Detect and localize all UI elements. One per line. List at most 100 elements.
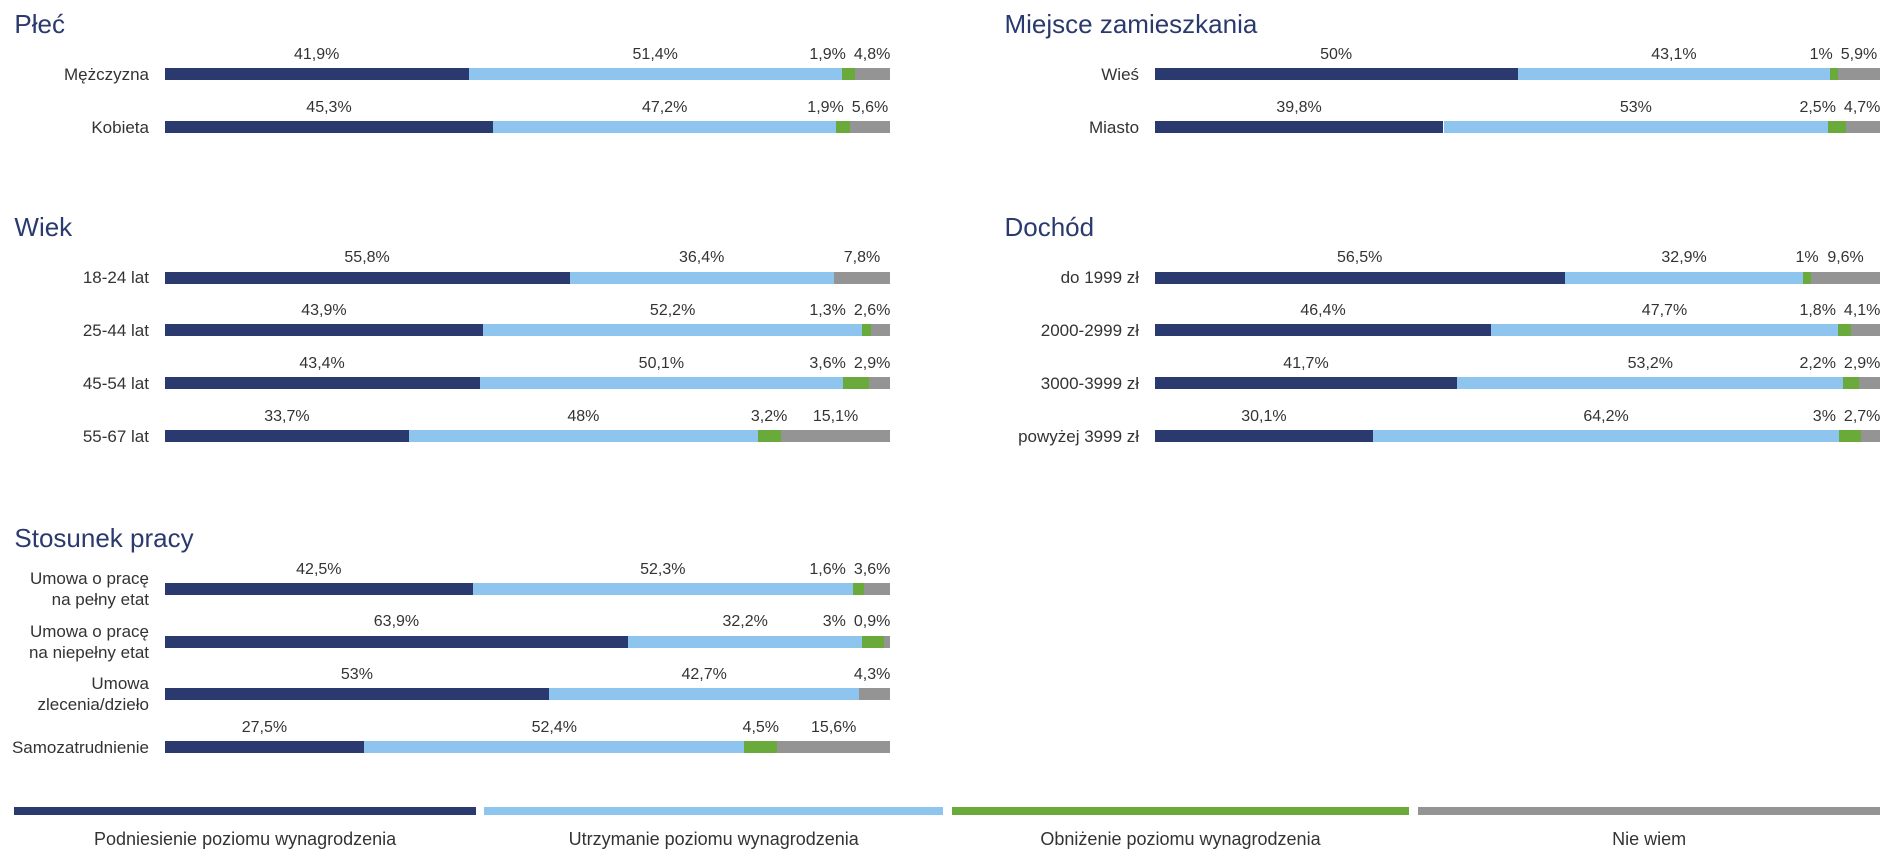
bar-segment (1154, 324, 1492, 337)
legend-swatch (951, 807, 1410, 816)
bar-segment (1154, 430, 1374, 443)
value-label: 53% (1619, 99, 1652, 117)
value-label: 55,8% (344, 249, 390, 267)
bar-segment (843, 377, 870, 390)
bar-segment (1859, 377, 1881, 390)
bar-segment (164, 271, 570, 284)
category-label: Mężczyzna (63, 64, 149, 84)
value-label: 3,2% (750, 407, 788, 425)
bar-segment (859, 688, 891, 701)
value-label: 52,3% (640, 560, 686, 578)
bar-segment (1830, 68, 1838, 81)
value-label: 63,9% (373, 613, 420, 631)
value-label: 3,6% (853, 560, 891, 578)
bar-segment (549, 688, 860, 701)
bar-segment (1491, 324, 1838, 337)
bar-segment (1154, 377, 1458, 390)
bar-segment (1457, 377, 1844, 390)
value-label: 50,1% (638, 355, 685, 373)
value-label: 53% (340, 666, 373, 684)
bar-segment (164, 688, 550, 701)
value-label: 41,7% (1283, 355, 1329, 373)
value-label: 56,5% (1337, 249, 1383, 267)
bar-segment (164, 377, 480, 390)
value-label: 7,8% (843, 249, 881, 267)
value-label: 33,7% (264, 407, 310, 425)
value-label: 32,2% (722, 613, 768, 631)
value-label: 2,5% (1799, 99, 1836, 117)
bar-segment (1564, 271, 1804, 284)
bar-segment (164, 741, 365, 754)
bar-segment (852, 582, 865, 595)
value-label: 1% (1795, 249, 1819, 267)
bar-segment (628, 635, 863, 648)
bar-segment (849, 121, 891, 134)
value-label: 3,6% (809, 355, 846, 373)
bar-segment (1837, 68, 1881, 81)
bar-segment (855, 68, 891, 81)
value-label: 1,9% (807, 99, 844, 117)
bar-segment (835, 121, 850, 134)
value-label: 51,4% (632, 46, 678, 64)
category-label: 2000-2999 zł (1040, 320, 1140, 340)
bar-segment (862, 635, 884, 648)
value-label: 4,5% (742, 719, 780, 737)
value-label: 64,2% (1583, 407, 1629, 425)
category-label: 18-24 lat (82, 268, 149, 288)
bar-segment (479, 377, 844, 390)
category-label: Umowa o pracę na pełny etat (29, 568, 149, 609)
value-label: 48% (567, 407, 600, 425)
value-label: 15,1% (812, 407, 859, 425)
value-label: 42,7% (681, 666, 727, 684)
value-label: 3% (1812, 407, 1836, 425)
value-label: 53,2% (1627, 355, 1674, 373)
bar-segment (1839, 430, 1861, 443)
chart-title: Miejsce zamieszkania (1004, 9, 1258, 40)
value-label: 4,7% (1843, 99, 1881, 117)
value-label: 2,7% (1843, 407, 1881, 425)
legend-swatch (14, 807, 476, 816)
bar-segment (1837, 324, 1851, 337)
value-label: 1,8% (1799, 302, 1836, 320)
legend-label: Utrzymanie poziomu wynagrodzenia (568, 828, 859, 849)
bar-segment (883, 635, 891, 648)
category-label: Wieś (1101, 64, 1140, 84)
value-label: 45,3% (306, 99, 352, 117)
chart-title: Stosunek pracy (14, 523, 194, 554)
bar-segment (1154, 68, 1518, 81)
value-label: 4,3% (853, 666, 891, 684)
legend-swatch (484, 807, 944, 816)
value-label: 47,2% (641, 99, 688, 117)
bar-segment (780, 430, 891, 443)
value-label: 4,1% (1843, 302, 1881, 320)
category-label: Miasto (1088, 117, 1140, 137)
legend-label: Podniesienie poziomu wynagrodzenia (93, 828, 397, 849)
value-label: 43,4% (299, 355, 345, 373)
category-label: 45-54 lat (82, 373, 149, 393)
bar-segment (777, 741, 891, 754)
bar-segment (1810, 271, 1881, 284)
bar-segment (164, 582, 474, 595)
bar-segment (468, 68, 842, 81)
bar-segment (864, 582, 891, 595)
value-label: 52,4% (531, 719, 577, 737)
value-label: 32,9% (1661, 249, 1707, 267)
value-label: 43,1% (1651, 46, 1697, 64)
value-label: 30,1% (1241, 407, 1287, 425)
value-label: 47,7% (1641, 302, 1688, 320)
category-label: Umowa o pracę na niepełny etat (28, 621, 149, 662)
chart-title: Płeć (14, 9, 65, 40)
value-label: 42,5% (296, 560, 342, 578)
category-label: Umowa zlecenia/dzieło (37, 674, 149, 715)
value-label: 2,9% (1843, 355, 1881, 373)
bar-segment (164, 324, 484, 337)
bar-segment (493, 121, 836, 134)
legend-label: Obniżenie poziomu wynagrodzenia (1040, 828, 1321, 849)
bar-segment (1154, 121, 1444, 134)
bar-segment (473, 582, 853, 595)
value-label: 50% (1320, 46, 1353, 64)
category-label: Kobieta (91, 117, 149, 137)
value-label: 36,4% (678, 249, 725, 267)
value-label: 2,9% (853, 355, 891, 373)
